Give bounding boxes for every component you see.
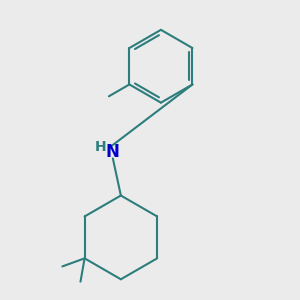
- Text: N: N: [106, 143, 120, 161]
- Text: H: H: [94, 140, 106, 154]
